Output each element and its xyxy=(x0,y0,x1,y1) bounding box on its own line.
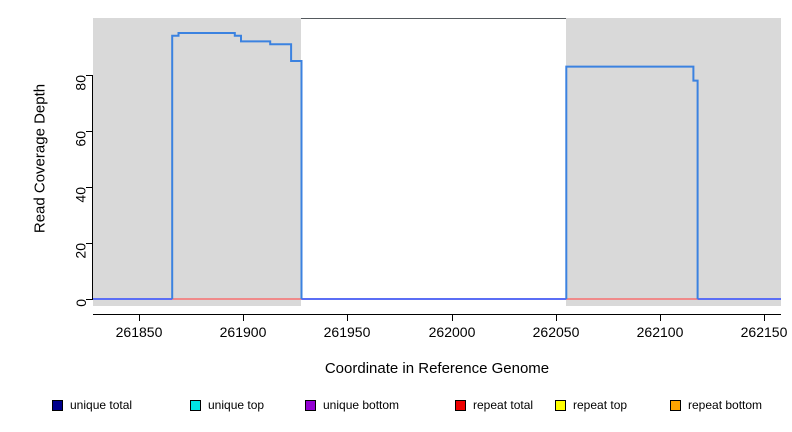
legend-label: repeat top xyxy=(573,398,628,412)
x-axis-title: Coordinate in Reference Genome xyxy=(324,360,550,377)
shaded-band xyxy=(566,18,781,306)
legend-swatch-icon xyxy=(670,399,681,411)
x-tick xyxy=(556,314,557,321)
legend-swatch-icon xyxy=(190,399,201,411)
legend-item[interactable]: repeat top xyxy=(555,398,627,412)
legend-label: repeat total xyxy=(473,398,534,412)
x-tick-label: 262100 xyxy=(636,324,684,340)
y-tick-label: 20 xyxy=(73,243,89,259)
y-tick-label: 60 xyxy=(73,131,89,147)
x-axis-line xyxy=(93,314,781,315)
y-tick xyxy=(86,131,93,132)
y-tick xyxy=(86,75,93,76)
x-tick-label: 262000 xyxy=(428,324,476,340)
x-tick xyxy=(452,314,453,321)
x-tick-label: 262050 xyxy=(532,324,580,340)
x-axis: 261850 261900 261950 262000 262050 262100 2621… xyxy=(0,306,792,356)
chart-legend: unique total unique top unique bottom repea… xyxy=(0,398,792,420)
y-tick xyxy=(86,243,93,244)
legend-swatch-icon xyxy=(555,399,566,411)
x-tick-label: 262150 xyxy=(740,324,788,340)
legend-item[interactable]: unique total xyxy=(52,398,132,412)
x-tick-label: 261850 xyxy=(115,324,163,340)
x-tick xyxy=(660,314,661,321)
x-tick xyxy=(243,314,244,321)
legend-label: unique top xyxy=(208,398,265,412)
x-tick xyxy=(139,314,140,321)
legend-label: repeat bottom xyxy=(688,398,763,412)
plot-frame-top xyxy=(93,18,781,19)
y-tick-label: 80 xyxy=(73,75,89,91)
legend-label: unique total xyxy=(70,398,133,412)
x-tick-label: 261950 xyxy=(323,324,371,340)
x-tick xyxy=(347,314,348,321)
shaded-band xyxy=(93,18,302,306)
legend-swatch-icon xyxy=(305,399,316,411)
x-tick-label: 261900 xyxy=(219,324,267,340)
legend-swatch-icon xyxy=(455,399,466,411)
y-tick xyxy=(86,299,93,300)
legend-item[interactable]: repeat bottom xyxy=(670,398,762,412)
legend-item[interactable]: unique bottom xyxy=(305,398,399,412)
plot-area xyxy=(93,18,781,306)
legend-swatch-icon xyxy=(52,399,63,411)
y-tick-label: 40 xyxy=(73,187,89,203)
legend-label: unique bottom xyxy=(323,398,400,412)
y-tick xyxy=(86,187,93,188)
legend-item[interactable]: unique top xyxy=(190,398,264,412)
y-axis: 0 20 40 60 80 xyxy=(0,0,93,324)
legend-item[interactable]: repeat total xyxy=(455,398,533,412)
x-tick xyxy=(764,314,765,321)
